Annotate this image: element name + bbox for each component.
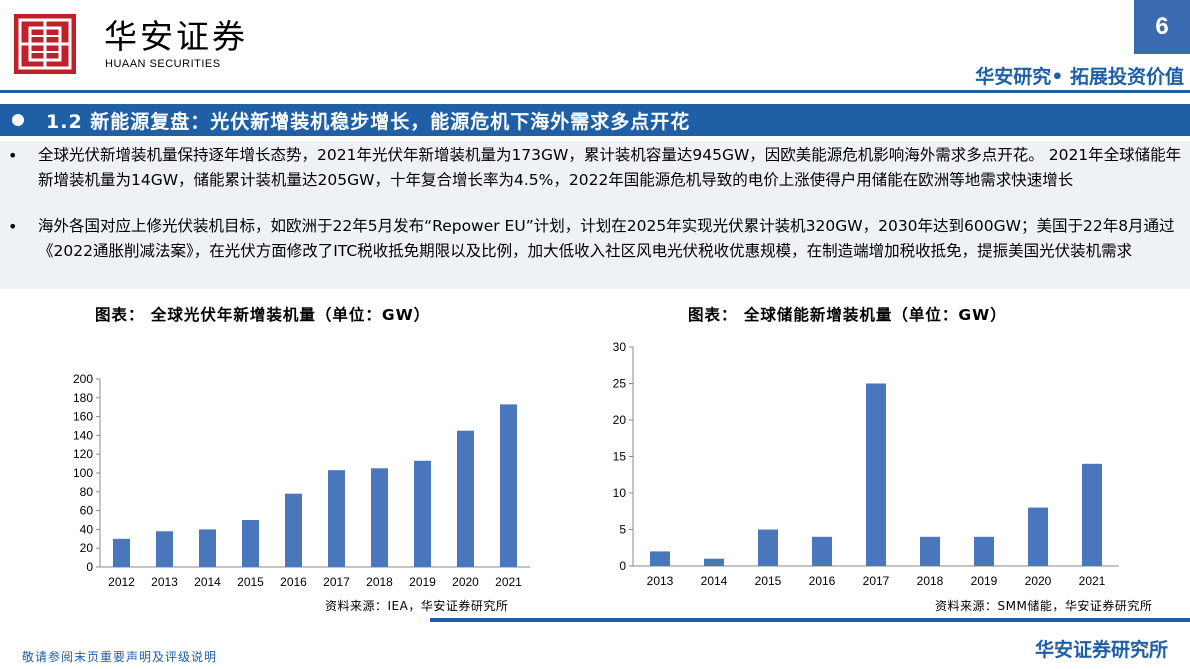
section-title: 1.2 新能源复盘：光伏新增装机稳步增长，能源危机下海外需求多点开花 [46,110,691,133]
x-tick-label: 2016 [809,574,836,588]
company-logo [14,14,76,74]
y-tick-label: 180 [73,391,93,405]
y-tick-label: 30 [613,340,627,354]
bullet-text: 海外各国对应上修光伏装机目标，如欧洲于22年5月发布“Repower EU”计划… [38,217,1175,260]
x-tick-label: 2021 [495,575,522,589]
storage-installation-chart: 0 5 10 15 20 25 30 2013 2014 2015 2016 2017 2018 2019… [613,340,1119,588]
bar [156,531,173,567]
y-tick-label: 80 [80,485,94,499]
x-tick-label: 2017 [863,574,890,588]
y-tick-label: 10 [613,486,627,500]
bullet-text: 全球光伏新增装机量保持逐年增长态势，2021年光伏年新增装机量为173GW，累计… [38,146,1182,189]
bar [866,383,886,566]
logo-english-name: HUAAN SECURITIES [105,58,221,70]
bar [242,520,259,567]
x-tick-label: 2015 [755,574,782,588]
bar [199,529,216,567]
pv-installation-chart: 0 20 40 60 80 100 120 140 160 180 200 2012 2013 2014 2… [73,372,530,589]
x-tick-label: 2017 [323,575,350,589]
bar [1028,507,1048,566]
logo-chinese-name: 华安证券 [104,17,248,56]
x-tick-label: 2013 [151,575,178,589]
x-tick-label: 2016 [280,575,307,589]
bullet-dot-icon [12,114,24,126]
x-tick-label: 2013 [647,574,674,588]
y-tick-label: 120 [73,447,93,461]
bar [113,538,130,567]
y-tick-label: 100 [73,466,93,480]
x-tick-label: 2020 [1025,574,1052,588]
bullet-mark: • [8,217,18,236]
page-number: 6 [1134,0,1190,54]
y-tick-label: 0 [619,559,626,573]
bar [758,529,778,566]
bar [328,470,345,567]
summary-bullets: • 全球光伏新增装机量保持逐年增长态势，2021年光伏年新增装机量为173GW，… [0,141,1190,289]
x-tick-label: 2020 [452,575,479,589]
y-tick-label: 20 [613,413,627,427]
x-tick-label: 2012 [108,575,135,589]
bar [285,493,302,567]
bar [920,536,940,566]
footer-disclaimer: 敬请参阅末页重要声明及评级说明 [22,650,218,664]
bar [650,551,670,566]
x-tick-label: 2014 [194,575,221,589]
y-tick-label: 0 [86,560,93,574]
x-tick-label: 2019 [409,575,436,589]
bar [704,558,724,566]
x-tick-label: 2018 [366,575,393,589]
chart-source-pv: 资料来源：IEA，华安证券研究所 [325,599,509,613]
x-tick-label: 2014 [701,574,728,588]
chart-source-storage: 资料来源：SMM储能，华安证券研究所 [935,599,1153,613]
bar [812,536,832,566]
x-tick-label: 2018 [917,574,944,588]
chart-heading-storage: 图表： 全球储能新增装机量（单位：GW） [688,306,1007,324]
section-heading-bar: 1.2 新能源复盘：光伏新增装机稳步增长，能源危机下海外需求多点开花 [0,104,1190,136]
y-tick-label: 25 [613,377,627,391]
y-tick-label: 160 [73,410,93,424]
y-tick-label: 60 [80,504,94,518]
y-tick-label: 20 [80,541,94,555]
footer-organization: 华安证券研究所 [1034,639,1168,661]
bar [414,460,431,567]
chart-heading-pv: 图表： 全球光伏年新增装机量（单位：GW） [95,306,431,324]
bullet-item: • 海外各国对应上修光伏装机目标，如欧洲于22年5月发布“Repower EU”… [8,214,1183,264]
y-tick-label: 15 [613,450,627,464]
bullet-item: • 全球光伏新增装机量保持逐年增长态势，2021年光伏年新增装机量为173GW，… [8,143,1183,193]
y-tick-label: 200 [73,372,93,386]
bar [500,404,517,567]
y-tick-label: 140 [73,428,93,442]
bullet-mark: • [8,146,18,165]
bar [1082,463,1102,566]
y-tick-label: 5 [619,523,626,537]
x-tick-label: 2019 [971,574,998,588]
header-tagline: 华安研究• 拓展投资价值 [975,66,1184,88]
header-divider [0,90,1190,93]
bar [457,430,474,567]
footer-divider [430,618,1190,622]
x-tick-label: 2015 [237,575,264,589]
x-tick-label: 2021 [1079,574,1106,588]
bar [371,468,388,567]
y-tick-label: 40 [80,522,94,536]
bar [974,536,994,566]
